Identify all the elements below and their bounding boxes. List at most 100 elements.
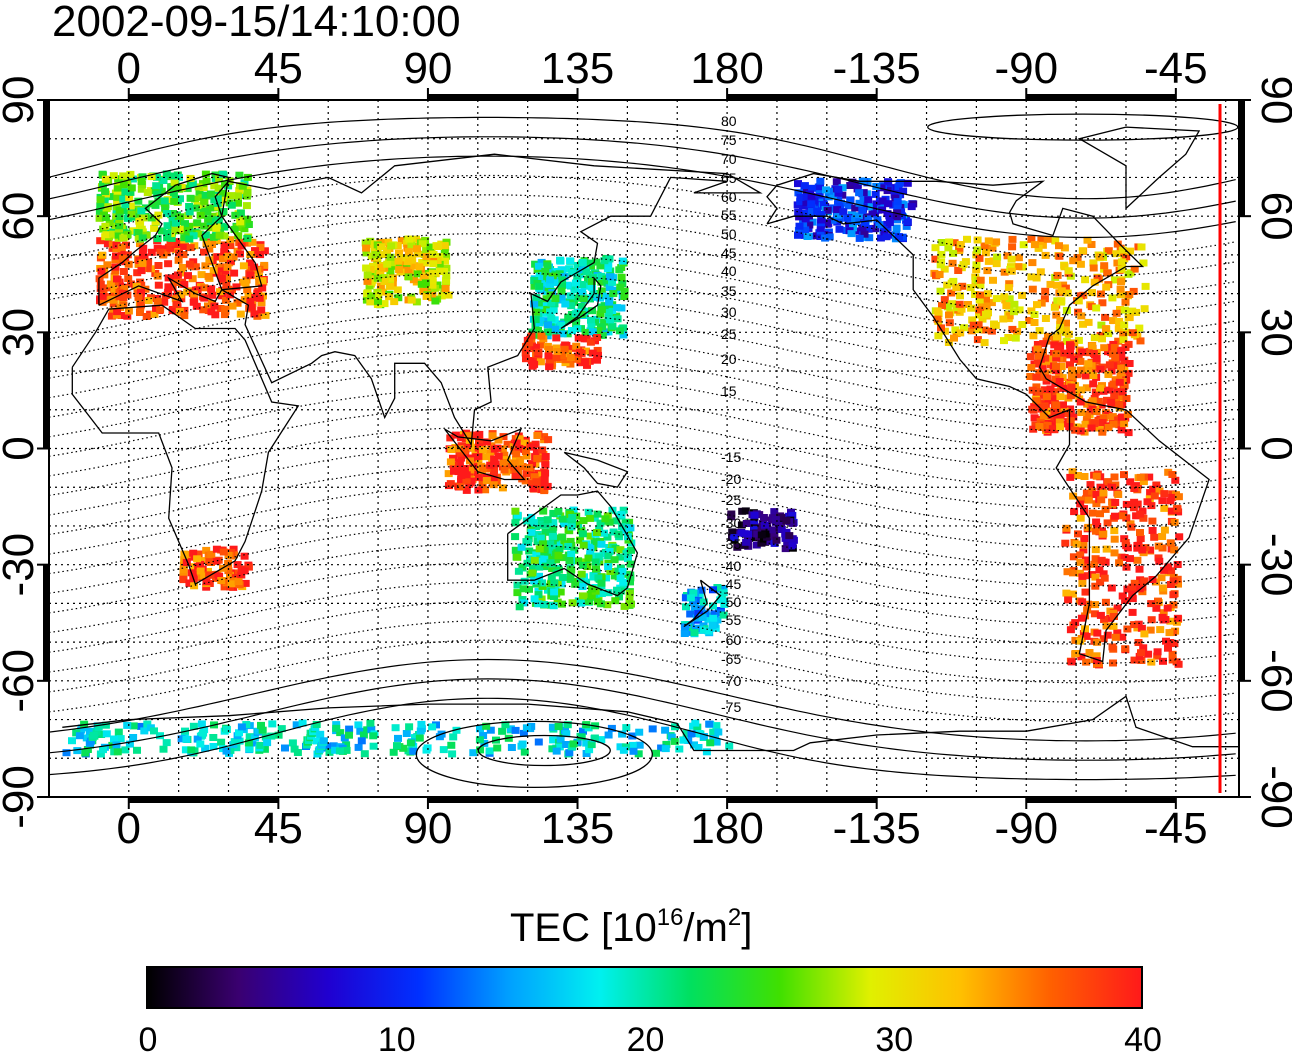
tec-cell <box>1128 590 1137 598</box>
tec-cell <box>525 585 533 593</box>
tec-cell <box>581 328 590 336</box>
tec-cell <box>1014 263 1023 271</box>
tec-cell <box>405 723 414 731</box>
tec-cell <box>1126 478 1135 486</box>
tec-cell <box>62 749 71 757</box>
tec-cell <box>593 510 602 518</box>
tec-cell <box>171 225 180 233</box>
tec-cell <box>138 234 147 242</box>
tec-cell <box>1164 563 1173 571</box>
tec-cell <box>1166 581 1175 588</box>
tec-cell <box>1103 396 1111 404</box>
tec-cell <box>125 740 134 748</box>
tec-cell <box>154 281 163 289</box>
tec-cell <box>593 598 602 606</box>
tec-cell <box>113 184 122 192</box>
frame-bar-right <box>1239 100 1245 217</box>
lat-tick-label-right: -90 <box>1252 765 1292 829</box>
tec-cell <box>689 589 698 597</box>
tec-cell <box>1084 496 1093 504</box>
tec-cell <box>475 736 484 744</box>
tec-cell <box>964 301 972 308</box>
tec-cell <box>547 574 556 582</box>
tec-cell <box>750 511 759 519</box>
tec-cell <box>446 458 455 466</box>
tec-cell <box>486 461 495 469</box>
tec-cell <box>1109 317 1118 325</box>
tec-cell <box>625 596 634 604</box>
tec-cell <box>933 307 942 315</box>
tec-cell <box>1081 276 1090 284</box>
tec-cell <box>476 725 484 733</box>
tec-cell <box>578 288 586 296</box>
tec-cell <box>1092 518 1101 526</box>
tec-cell <box>469 749 478 757</box>
tec-cell <box>757 531 766 539</box>
tec-cell <box>127 184 136 192</box>
tec-cell <box>332 724 341 732</box>
tec-cell <box>522 724 531 732</box>
tec-cell <box>991 321 1000 329</box>
tec-cell <box>189 298 198 306</box>
tec-cell <box>1171 476 1180 484</box>
tec-cell <box>410 262 419 270</box>
tec-cell <box>220 232 229 240</box>
tec-cell <box>124 275 133 283</box>
tec-cell <box>482 438 491 446</box>
tec-cell <box>515 444 524 452</box>
tec-cell <box>235 171 244 179</box>
tec-cell <box>1147 658 1156 666</box>
tec-cell <box>173 278 182 286</box>
tec-cell <box>549 519 558 527</box>
tec-cell <box>1056 423 1065 431</box>
tec-cell <box>528 569 537 577</box>
tec-cell <box>1057 287 1066 295</box>
tec-cell <box>209 734 218 741</box>
tec-cell <box>871 224 879 232</box>
tec-cell <box>224 551 233 559</box>
tec-cell <box>202 578 211 586</box>
tec-cell <box>528 460 537 468</box>
tec-cell <box>1158 584 1167 592</box>
tec-cell <box>114 175 123 183</box>
lon-tick-label-bottom: -45 <box>1144 804 1208 853</box>
tec-cell <box>365 282 374 290</box>
tec-cell <box>1039 403 1048 411</box>
tec-cell <box>293 749 302 756</box>
tec-cell <box>143 720 152 728</box>
tec-cell <box>82 734 91 742</box>
tec-cell <box>1079 541 1088 549</box>
tec-cell <box>95 214 104 222</box>
tec-cell <box>1043 421 1052 429</box>
tec-cell <box>1091 601 1099 609</box>
tec-cell <box>1111 512 1119 520</box>
tec-cell <box>701 610 710 618</box>
tec-cell <box>163 234 172 242</box>
colorbar-tick-label: 30 <box>875 1021 914 1059</box>
tec-cell <box>1173 614 1182 622</box>
tec-cell <box>147 248 156 256</box>
tec-cell <box>796 193 805 201</box>
tec-cell <box>394 257 403 265</box>
tec-cell <box>596 323 605 331</box>
tec-cell <box>86 737 95 745</box>
tec-cell <box>126 202 135 210</box>
mag-contour <box>49 252 1236 335</box>
tec-cell <box>244 292 253 300</box>
tec-cell <box>1007 255 1016 263</box>
tec-cell <box>1165 629 1174 637</box>
tec-cell <box>948 300 957 308</box>
tec-cell <box>796 198 805 206</box>
tec-cell <box>345 725 354 733</box>
tec-cell <box>948 259 957 267</box>
tec-cell <box>845 202 853 210</box>
tec-cell <box>1101 598 1110 606</box>
tec-cell <box>515 435 524 443</box>
tec-cell <box>742 520 751 527</box>
tec-cell <box>111 256 120 264</box>
tec-cell <box>329 742 338 750</box>
tec-cell <box>227 192 235 200</box>
tec-cell <box>719 611 728 619</box>
tec-cell <box>816 183 824 191</box>
tec-cell <box>552 334 561 342</box>
